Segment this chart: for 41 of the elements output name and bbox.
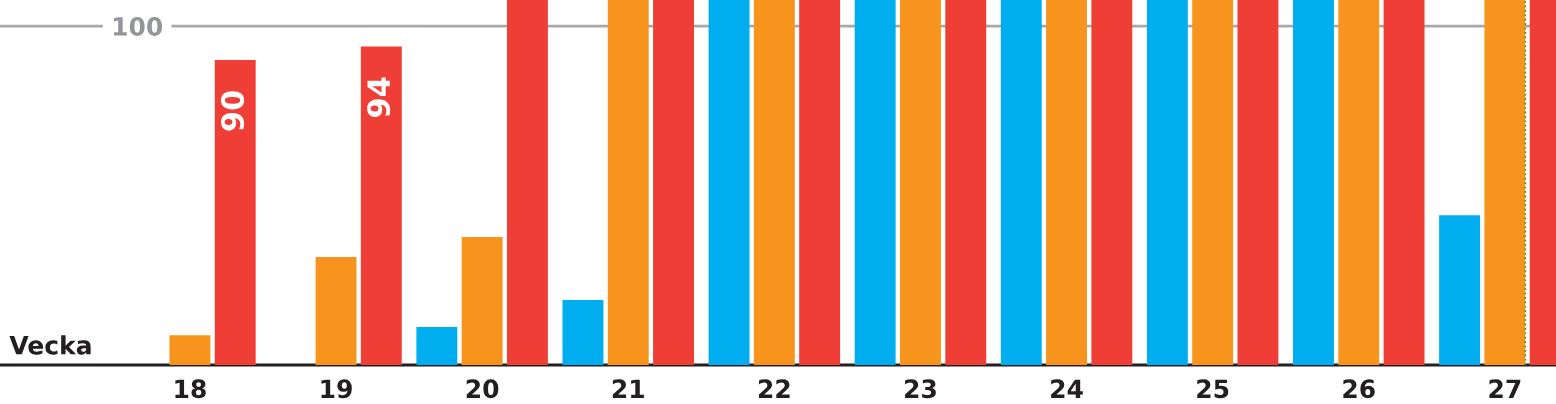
bar — [506, 0, 548, 365]
x-tick-label: 27 — [1489, 379, 1521, 398]
x-tick-label: 22 — [758, 379, 790, 398]
bar — [1484, 0, 1526, 365]
bar — [653, 0, 694, 365]
bar — [360, 46, 402, 365]
x-tick-label: 20 — [466, 379, 499, 399]
bar — [1000, 0, 1042, 365]
x-tick-label: 25 — [1197, 379, 1229, 399]
bar — [900, 0, 941, 365]
x-tick-label: 26 — [1343, 379, 1375, 399]
bar — [1091, 0, 1133, 365]
y-tick-label: 100 — [113, 17, 163, 36]
bar — [708, 0, 750, 365]
bar — [799, 0, 841, 365]
bar — [854, 0, 896, 365]
data-label: 90 — [220, 91, 245, 131]
bar — [1439, 215, 1481, 365]
bar — [1383, 0, 1425, 365]
bar — [169, 335, 211, 365]
bar — [607, 0, 649, 365]
bar — [753, 0, 795, 365]
bar — [1293, 0, 1334, 365]
bar — [315, 256, 357, 365]
x-tick-label: 19 — [321, 379, 352, 399]
bar — [416, 327, 458, 365]
bar — [461, 236, 503, 365]
x-tick-label: 23 — [905, 379, 936, 399]
bar — [1146, 0, 1188, 365]
x-axis-title: Vecka — [9, 335, 91, 355]
bar — [1192, 0, 1234, 365]
bar — [1237, 0, 1279, 365]
bar — [214, 59, 256, 365]
x-tick-label: 21 — [612, 379, 644, 398]
x-tick-label: 24 — [1051, 379, 1083, 398]
bar — [562, 299, 604, 365]
data-label: 94 — [367, 77, 391, 118]
bar — [945, 0, 987, 365]
bar — [1338, 0, 1380, 365]
x-tick-label: 18 — [175, 379, 206, 399]
bar — [1046, 0, 1088, 365]
